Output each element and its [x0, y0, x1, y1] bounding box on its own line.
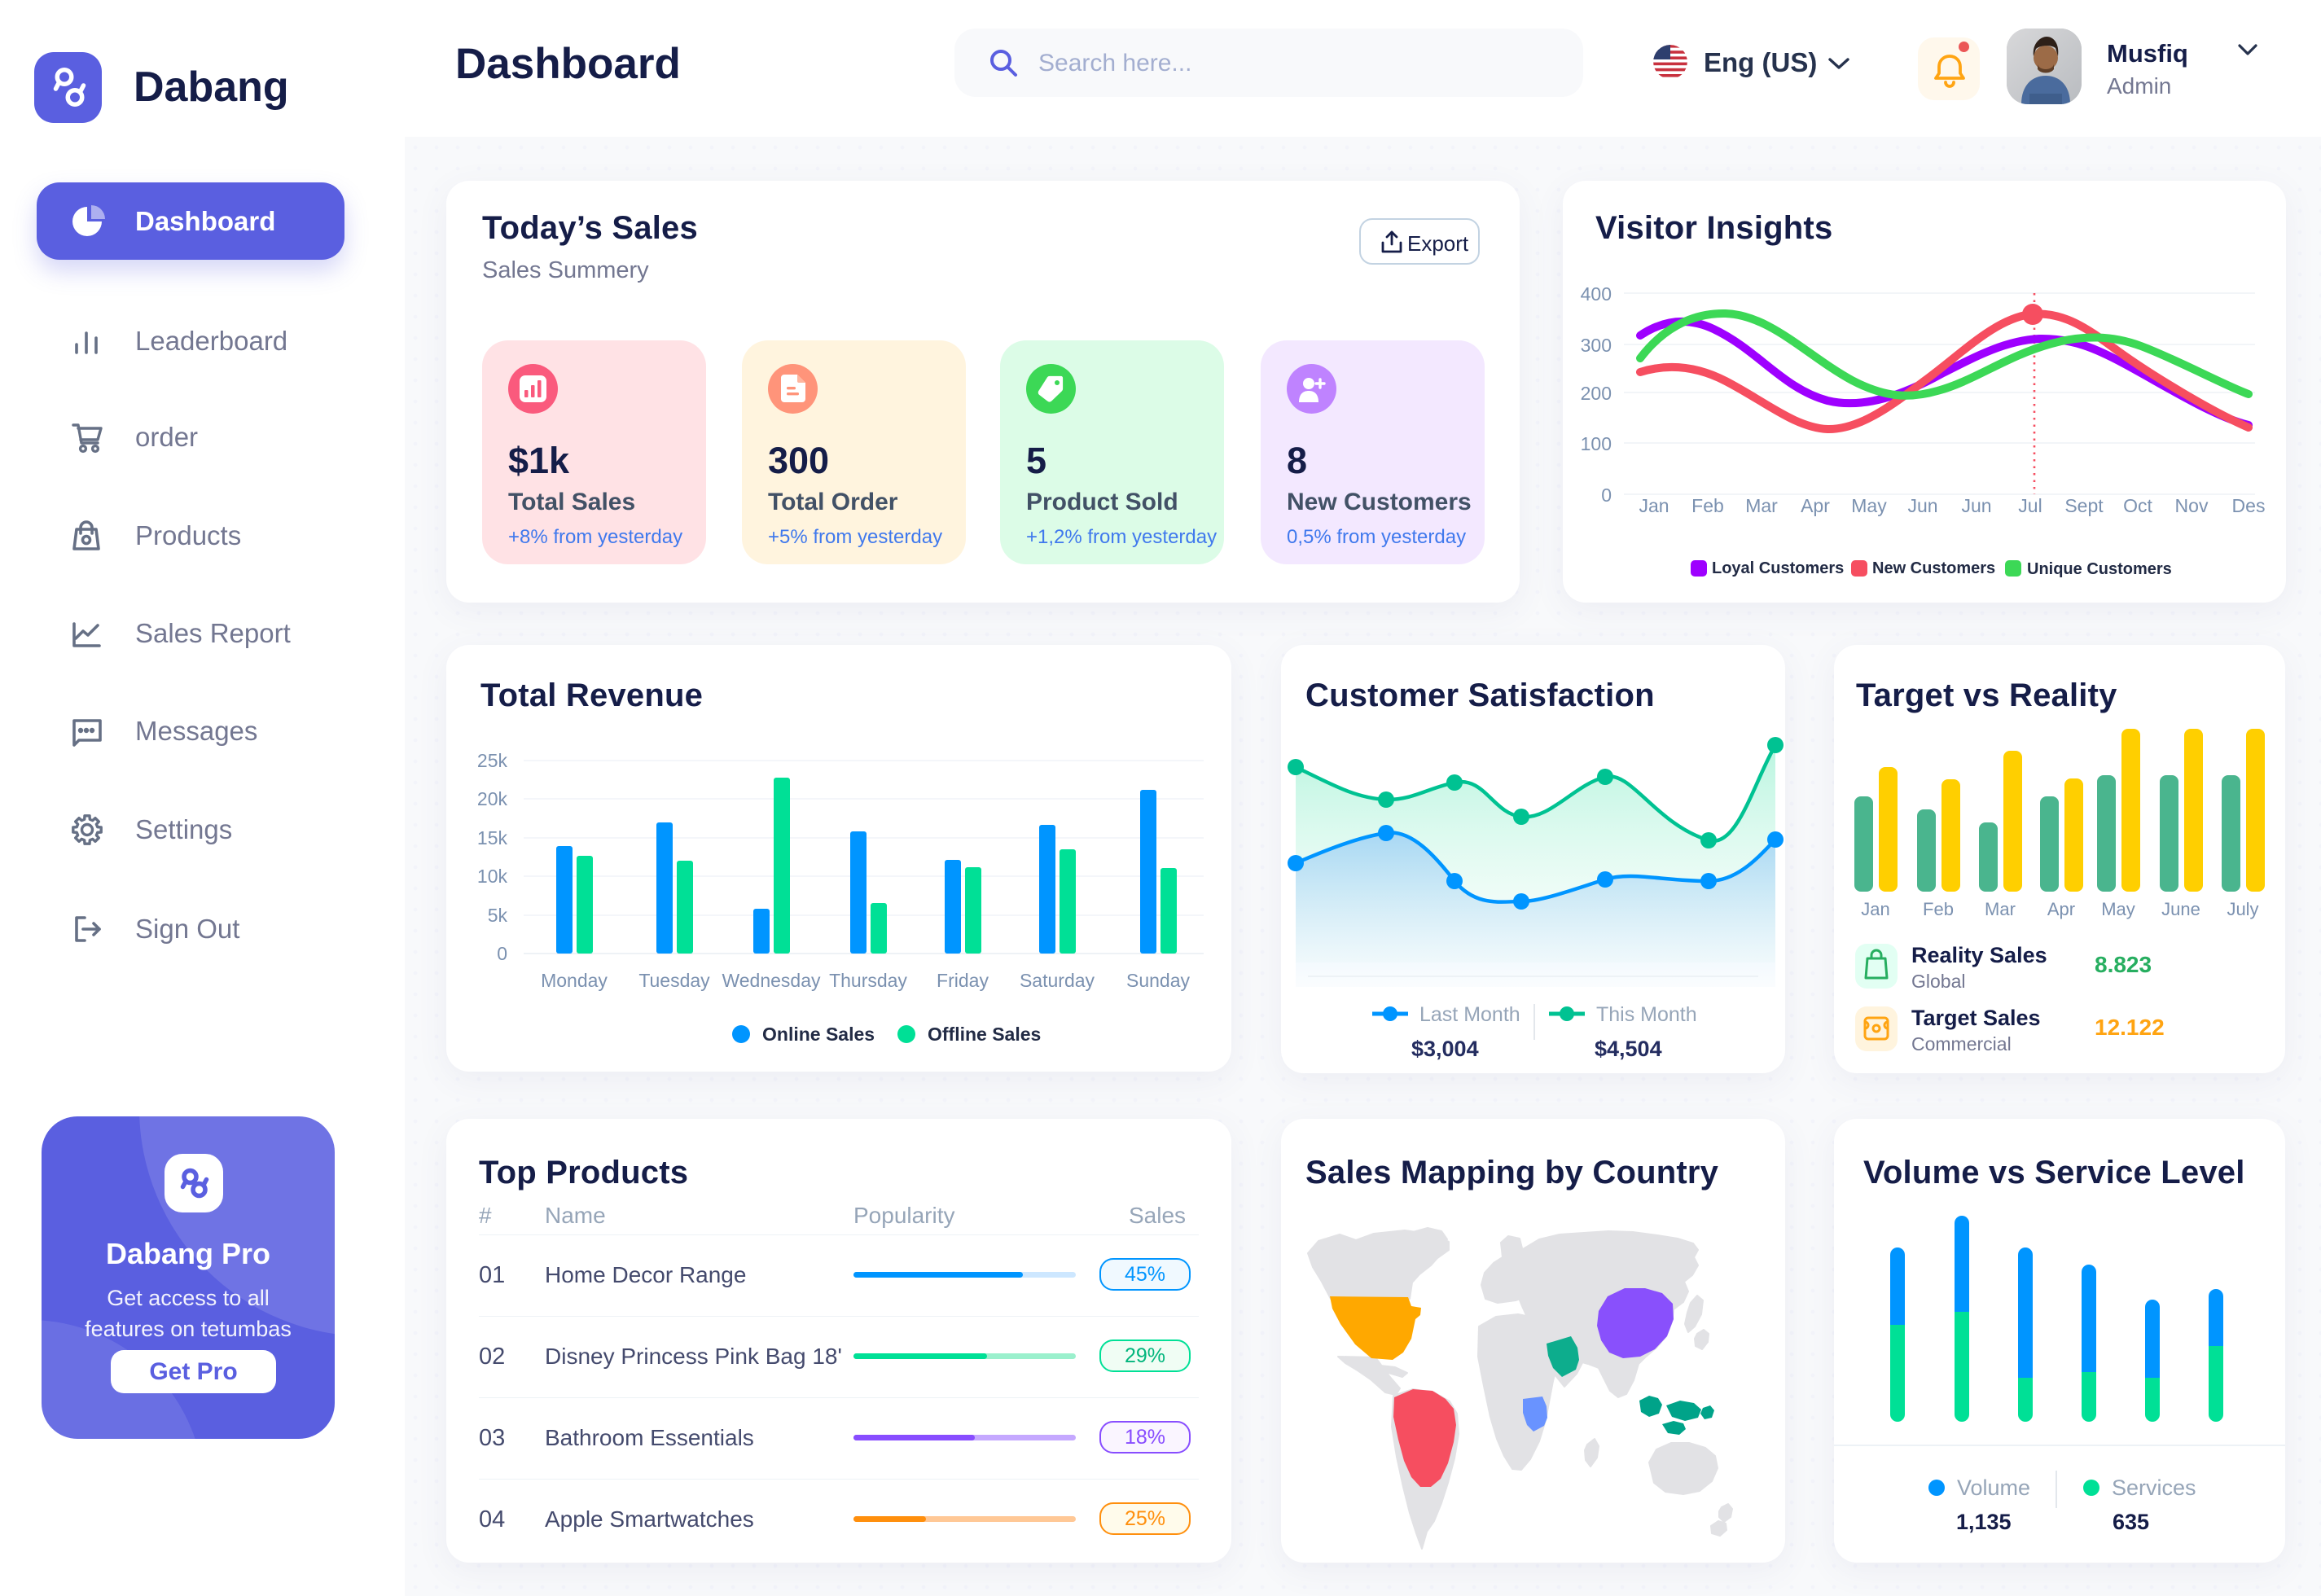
- svg-text:Thursday: Thursday: [829, 970, 907, 991]
- svg-text:15k: 15k: [477, 827, 508, 848]
- svg-text:Mar: Mar: [1745, 495, 1778, 516]
- svg-text:Tuesday: Tuesday: [638, 970, 710, 991]
- svg-text:This Month: This Month: [1596, 1003, 1697, 1026]
- svg-text:Sept: Sept: [2064, 495, 2104, 516]
- svg-text:25k: 25k: [477, 750, 508, 771]
- svg-text:Jan: Jan: [1861, 899, 1889, 919]
- svg-text:12.122: 12.122: [2095, 1015, 2165, 1040]
- svg-text:$4,504: $4,504: [1595, 1037, 1662, 1061]
- svg-text:Jul: Jul: [2018, 495, 2042, 516]
- svg-text:$3,004: $3,004: [1411, 1037, 1479, 1061]
- svg-text:Apr: Apr: [2047, 899, 2075, 919]
- svg-text:Saturday: Saturday: [1020, 970, 1095, 991]
- svg-text:5k: 5k: [488, 905, 508, 926]
- svg-text:Sunday: Sunday: [1126, 970, 1191, 991]
- svg-text:635: 635: [2113, 1510, 2149, 1534]
- svg-text:Commercial: Commercial: [1911, 1033, 2012, 1054]
- svg-text:June: June: [2161, 899, 2200, 919]
- svg-text:Unique Customers: Unique Customers: [2027, 560, 2172, 578]
- svg-text:May: May: [1851, 495, 1887, 516]
- svg-text:Global: Global: [1911, 971, 1965, 992]
- svg-text:Reality Sales: Reality Sales: [1911, 943, 2047, 967]
- svg-text:8.823: 8.823: [2095, 952, 2152, 977]
- svg-text:Online Sales: Online Sales: [762, 1024, 875, 1045]
- svg-text:Offline Sales: Offline Sales: [928, 1024, 1041, 1045]
- svg-text:20k: 20k: [477, 788, 508, 809]
- svg-text:300: 300: [1581, 335, 1612, 356]
- svg-text:0: 0: [497, 943, 507, 964]
- svg-text:10k: 10k: [477, 866, 508, 887]
- svg-text:Last Month: Last Month: [1419, 1003, 1520, 1026]
- svg-text:May: May: [2101, 899, 2135, 919]
- svg-text:Loyal Customers: Loyal Customers: [1712, 559, 1844, 577]
- svg-text:Nov: Nov: [2175, 495, 2209, 516]
- svg-text:July: July: [2227, 899, 2258, 919]
- svg-text:400: 400: [1581, 283, 1612, 305]
- svg-text:Oct: Oct: [2123, 495, 2152, 516]
- svg-text:Apr: Apr: [1801, 495, 1830, 516]
- svg-text:Friday: Friday: [937, 970, 989, 991]
- svg-text:0: 0: [1601, 484, 1612, 506]
- svg-text:Jan: Jan: [1639, 495, 1669, 516]
- svg-text:New Customers: New Customers: [1872, 559, 1995, 577]
- svg-text:Des: Des: [2232, 495, 2266, 516]
- svg-text:Monday: Monday: [541, 970, 608, 991]
- svg-text:Jun: Jun: [1961, 495, 1991, 516]
- svg-text:Jun: Jun: [1907, 495, 1937, 516]
- svg-text:Feb: Feb: [1923, 899, 1954, 919]
- svg-text:Volume: Volume: [1957, 1475, 2030, 1500]
- svg-text:Feb: Feb: [1691, 495, 1724, 516]
- svg-text:Wednesday: Wednesday: [722, 970, 821, 991]
- svg-text:Mar: Mar: [1985, 899, 2016, 919]
- svg-text:100: 100: [1581, 433, 1612, 454]
- svg-text:200: 200: [1581, 383, 1612, 404]
- svg-text:Services: Services: [2112, 1475, 2196, 1500]
- svg-text:Target Sales: Target Sales: [1911, 1006, 2041, 1030]
- svg-text:1,135: 1,135: [1956, 1510, 2012, 1534]
